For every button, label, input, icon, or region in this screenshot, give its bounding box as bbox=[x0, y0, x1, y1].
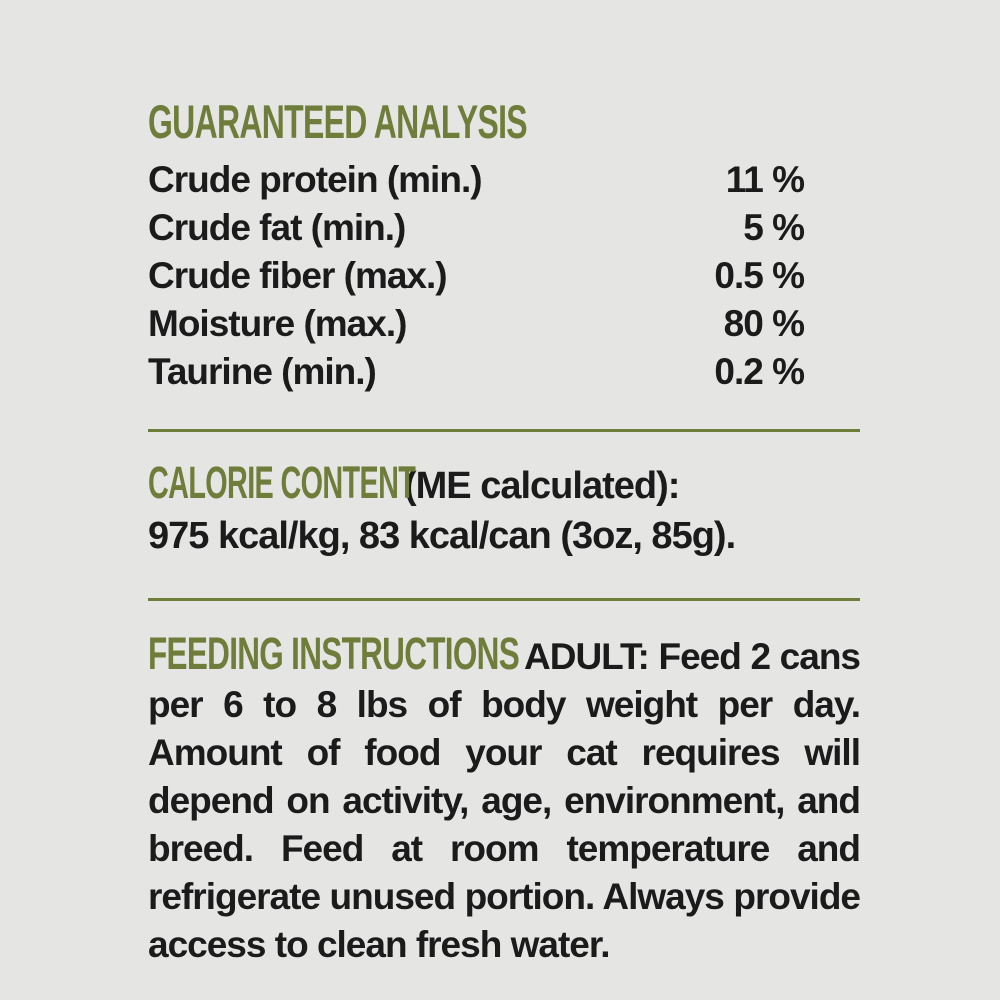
section-divider bbox=[148, 598, 860, 601]
table-row: Crude fiber (max.) 0.5 % bbox=[148, 252, 860, 300]
nutrient-label: Crude fat (min.) bbox=[148, 207, 406, 248]
table-row: Crude protein (min.) 11 % bbox=[148, 156, 860, 204]
nutrient-value: 0.5 % bbox=[714, 255, 805, 296]
feeding-instructions-title: FEEDING INSTRUCTIONS bbox=[148, 630, 524, 681]
nutrient-label: Crude fiber (max.) bbox=[148, 255, 448, 296]
calorie-content-section: CALORIE CONTENT (ME calculated): 975 kca… bbox=[148, 458, 860, 560]
feeding-instructions-body: ADULT: Feed 2 cans per 6 to 8 lbs of bod… bbox=[148, 636, 861, 965]
feeding-instructions-paragraph: FEEDING INSTRUCTIONS ADULT: Feed 2 cans p… bbox=[148, 630, 861, 969]
calorie-content-title: CALORIE CONTENT bbox=[148, 458, 416, 519]
nutrient-value: 11 % bbox=[725, 159, 805, 200]
guaranteed-analysis-section: GUARANTEED ANALYSIS Crude protein (min.)… bbox=[148, 98, 860, 396]
guaranteed-analysis-title: GUARANTEED ANALYSIS bbox=[148, 98, 860, 146]
nutrient-label: Moisture (max.) bbox=[148, 303, 407, 344]
nutrient-value: 80 % bbox=[723, 303, 805, 344]
calorie-content-heading: CALORIE CONTENT (ME calculated): bbox=[148, 458, 860, 508]
nutrient-label: Crude protein (min.) bbox=[148, 159, 483, 200]
feeding-instructions-section: FEEDING INSTRUCTIONS ADULT: Feed 2 cans p… bbox=[148, 630, 861, 969]
nutrient-label: Taurine (min.) bbox=[148, 351, 377, 392]
table-row: Crude fat (min.) 5 % bbox=[148, 204, 860, 252]
calorie-values: 975 kcal/kg, 83 kcal/can (3oz, 85g). bbox=[148, 515, 736, 557]
guaranteed-analysis-title-text: GUARANTEED ANALYSIS bbox=[148, 95, 528, 148]
calorie-content-title-text: CALORIE CONTENT bbox=[148, 457, 416, 508]
feeding-instructions-title-text: FEEDING INSTRUCTIONS bbox=[148, 628, 520, 679]
table-row: Taurine (min.) 0.2 % bbox=[148, 348, 860, 396]
nutrient-value: 5 % bbox=[743, 207, 805, 248]
analysis-table: Crude protein (min.) 11 % Crude fat (min… bbox=[148, 156, 860, 396]
table-row: Moisture (max.) 80 % bbox=[148, 300, 860, 348]
nutrient-value: 0.2 % bbox=[714, 351, 805, 392]
calorie-content-subtitle: (ME calculated): bbox=[404, 465, 680, 507]
section-divider bbox=[148, 429, 860, 432]
